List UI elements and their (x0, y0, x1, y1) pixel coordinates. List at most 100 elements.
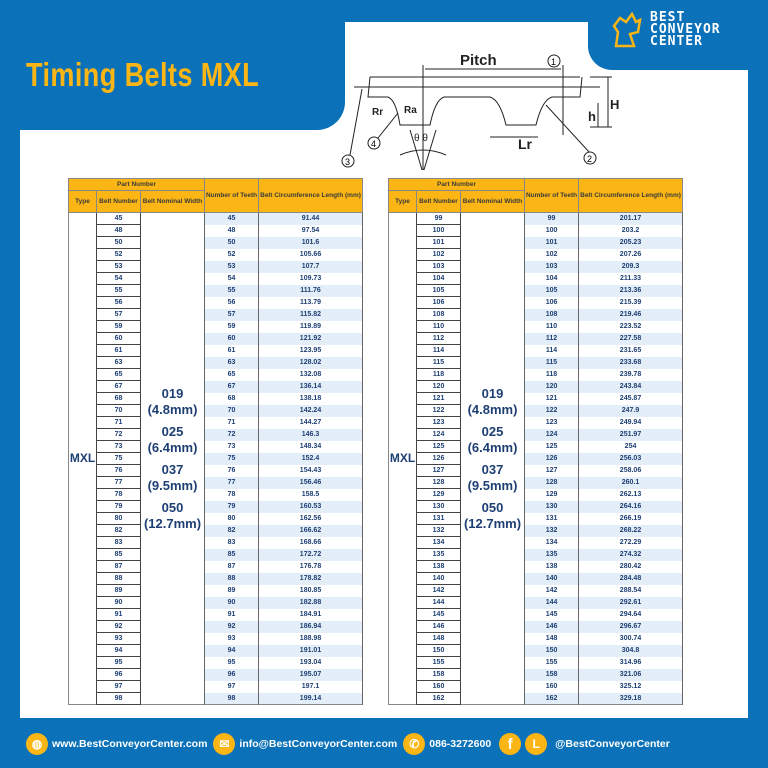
width-option: 019 (4.8mm) (461, 386, 524, 418)
table-row: 73 73 148.34 (69, 440, 363, 453)
length-cell: 115.82 (258, 308, 363, 321)
teeth-cell: 54 (204, 272, 260, 285)
length-cell: 205.23 (578, 236, 683, 249)
belt-number-cell: 95 (96, 656, 141, 669)
phone-number[interactable]: 086-3272600 (429, 738, 492, 750)
width-option: 050 (12.7mm) (141, 500, 204, 532)
teeth-cell: 96 (204, 668, 260, 681)
belt-profile-diagram: Pitch H h Lr Rr Ra θ θ 1 2 3 4 (341, 52, 619, 170)
teeth-cell: 130 (524, 500, 580, 513)
table-row: 118 118 239.78 (389, 368, 683, 381)
teeth-cell: 53 (204, 260, 260, 273)
teeth-cell: 79 (204, 500, 260, 513)
width-mm: (9.5mm) (467, 477, 518, 493)
teeth-cell: 140 (524, 572, 580, 585)
length-header: Belt Circumference Length (mm) (578, 178, 683, 213)
facebook-icon[interactable]: f (499, 733, 522, 755)
length-cell: 186.94 (258, 620, 363, 633)
length-cell: 109.73 (258, 272, 363, 285)
width-mm: (4.8mm) (147, 401, 198, 417)
teeth-cell: 94 (204, 644, 260, 657)
length-cell: 199.14 (258, 692, 363, 705)
length-cell: 128.02 (258, 356, 363, 369)
length-cell: 168.66 (258, 536, 363, 549)
type-cell: MXL (388, 212, 417, 705)
teeth-cell: 89 (204, 584, 260, 597)
belt-number-cell: 77 (96, 476, 141, 489)
teeth-cell: 65 (204, 368, 260, 381)
email-link[interactable]: info@BestConveyorCenter.com (239, 738, 398, 750)
table-row: 61 61 123.95 (69, 344, 363, 357)
part-number-header: Part Number (67, 178, 206, 191)
belt-number-cell: 103 (416, 260, 461, 273)
teeth-cell: 80 (204, 512, 260, 525)
belt-number-cell: 142 (416, 584, 461, 597)
length-cell: 148.34 (258, 440, 363, 453)
table-row: 83 83 168.66 (69, 536, 363, 549)
belt-number-cell: 106 (416, 296, 461, 309)
table-row: 103 103 209.3 (389, 260, 683, 273)
table-row: 63 63 128.02 (69, 356, 363, 369)
width-code: 025 (481, 423, 504, 439)
teeth-cell: 126 (524, 452, 580, 465)
length-cell: 223.52 (578, 320, 683, 333)
belt-number-header: Belt Number (96, 190, 141, 213)
table-row: 120 120 243.84 (389, 380, 683, 393)
table-row: 55 55 111.76 (69, 284, 363, 297)
belt-table-left: Part Number Number of Teeth Belt Circumfer… (67, 178, 363, 705)
nominal-width-cell: 019 (4.8mm) 025 (6.4mm) 037 (9.5mm) 050 (12.7mm… (140, 212, 206, 705)
length-cell: 123.95 (258, 344, 363, 357)
table-row: 115 115 233.68 (389, 356, 683, 369)
length-cell: 136.14 (258, 380, 363, 393)
belt-number-cell: 99 (416, 212, 461, 225)
website-link[interactable]: www.BestConveyorCenter.com (52, 738, 208, 750)
table-row: 76 76 154.43 (69, 464, 363, 477)
belt-number-cell: 85 (96, 548, 141, 561)
table-row: 105 105 213.36 (389, 284, 683, 297)
belt-number-cell: 104 (416, 272, 461, 285)
footer-contact-bar: ◍ www.BestConveyorCenter.com ✉ info@Best… (22, 733, 670, 755)
width-code: 050 (161, 499, 184, 515)
belt-number-cell: 54 (96, 272, 141, 285)
width-mm: (9.5mm) (147, 477, 198, 493)
length-cell: 213.36 (578, 284, 683, 297)
table-row: 126 126 256.03 (389, 452, 683, 465)
line-icon[interactable]: L (525, 733, 548, 755)
length-cell: 294.64 (578, 608, 683, 621)
belt-number-cell: 78 (96, 488, 141, 501)
length-cell: 162.56 (258, 512, 363, 525)
table-row: 88 88 178.82 (69, 572, 363, 585)
table-row: 54 54 109.73 (69, 272, 363, 285)
teeth-cell: 110 (524, 320, 580, 333)
width-mm: (12.7mm) (463, 515, 522, 531)
teeth-cell: 105 (524, 284, 580, 297)
teeth-cell: 87 (204, 560, 260, 573)
teeth-cell: 93 (204, 632, 260, 645)
width-mm: (12.7mm) (143, 515, 202, 531)
table-row: 150 150 304.8 (389, 644, 683, 657)
length-cell: 166.62 (258, 524, 363, 537)
table-row: 53 53 107.7 (69, 260, 363, 273)
belt-number-cell: 145 (416, 608, 461, 621)
length-cell: 264.16 (578, 500, 683, 513)
length-cell: 207.26 (578, 248, 683, 261)
width-code: 050 (481, 499, 504, 515)
teeth-cell: 108 (524, 308, 580, 321)
belt-number-cell: 52 (96, 248, 141, 261)
logo-line-3: CENTER (650, 34, 703, 49)
teeth-cell: 155 (524, 656, 580, 669)
table-row: 122 122 247.9 (389, 404, 683, 417)
teeth-cell: 106 (524, 296, 580, 309)
teeth-cell: 146 (524, 620, 580, 633)
belt-number-cell: 148 (416, 632, 461, 645)
type-header: Type (388, 190, 417, 213)
belt-number-cell: 135 (416, 548, 461, 561)
callout-4: 4 (371, 139, 376, 149)
belt-number-cell: 70 (96, 404, 141, 417)
table-row: 87 87 176.78 (69, 560, 363, 573)
teeth-cell: 122 (524, 404, 580, 417)
teeth-cell: 45 (204, 212, 260, 225)
table-row: 158 158 321.06 (389, 668, 683, 681)
width-mm: (6.4mm) (147, 439, 198, 455)
social-handle[interactable]: @BestConveyorCenter (555, 738, 670, 750)
